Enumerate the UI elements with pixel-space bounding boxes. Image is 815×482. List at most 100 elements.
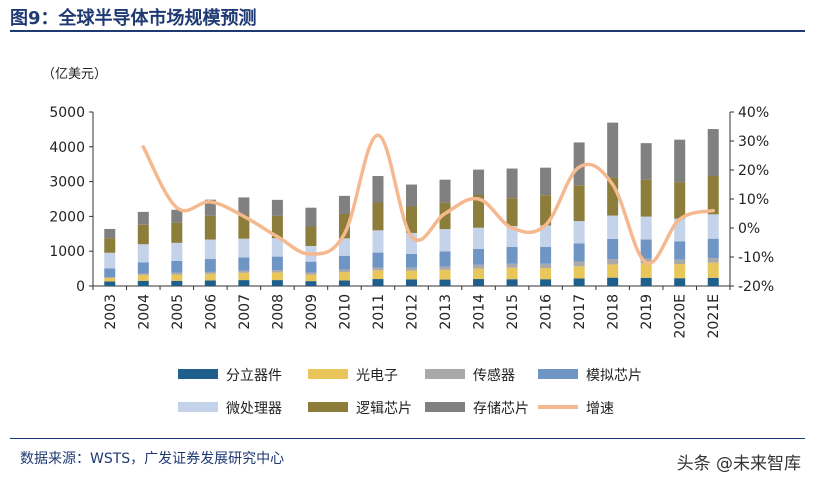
y2-tick-label: 20%: [738, 163, 769, 179]
bar-segment: [406, 253, 417, 268]
bar-segment: [607, 122, 619, 178]
bar-segment: [238, 272, 250, 281]
bar-segment: [573, 278, 585, 286]
bar-segment: [238, 257, 250, 271]
bar-segment: [506, 279, 518, 286]
bar-segment: [238, 238, 250, 258]
x-tick-label: 2014: [472, 294, 488, 330]
y-tick-label: 5000: [49, 105, 85, 121]
bar-segment: [372, 279, 384, 286]
x-tick-label: 2013: [438, 294, 454, 330]
bar-segment: [171, 209, 183, 223]
bar-segment: [540, 225, 552, 248]
bar-segment: [573, 243, 585, 262]
bar-segment: [640, 216, 652, 240]
bar-segment: [439, 251, 451, 267]
bar-segment: [640, 277, 652, 286]
bar-segment: [204, 239, 216, 260]
bar-segment: [338, 269, 350, 273]
bar-segment: [137, 211, 149, 225]
bar-segment: [338, 213, 350, 239]
x-tick-label: 2006: [203, 294, 219, 330]
bar-segment: [338, 280, 350, 286]
legend-label: 传感器: [473, 367, 515, 384]
bar-segment: [573, 142, 585, 186]
bar-segment: [171, 280, 183, 286]
legend-swatch: [425, 369, 465, 379]
bar-segment: [473, 248, 485, 265]
legend-swatch: [538, 369, 578, 379]
x-tick-label: 2016: [539, 294, 555, 330]
bar-segment: [674, 278, 686, 286]
legend-label: 逻辑芯片: [356, 401, 412, 417]
bar-segment: [640, 239, 652, 259]
bar-segment: [271, 280, 283, 286]
bar-segment: [439, 266, 451, 270]
bar-segment: [204, 273, 216, 281]
x-tick-label: 2012: [405, 294, 421, 330]
x-tick-label: 2021E: [706, 294, 722, 338]
bar-segment: [707, 258, 719, 263]
bar-segment: [674, 264, 686, 279]
bar-segment: [674, 259, 686, 265]
bar-segment: [137, 244, 149, 263]
y-tick-label: 1000: [49, 244, 85, 260]
legend-swatch: [425, 402, 465, 412]
bar-segment: [540, 279, 552, 286]
bar-segment: [204, 280, 216, 286]
bar-segment: [372, 267, 384, 271]
x-tick-label: 2003: [103, 294, 119, 330]
bar-segment: [104, 252, 116, 269]
bar-segment: [372, 202, 384, 231]
legend-label: 分立器件: [226, 368, 282, 384]
y2-tick-label: 10%: [738, 192, 769, 208]
bar-segment: [271, 238, 283, 257]
bar-segment: [506, 267, 518, 280]
bar-segment: [439, 269, 451, 280]
y2-tick-label: 40%: [738, 105, 769, 121]
bar-segment: [104, 277, 116, 282]
bar-segment: [137, 224, 149, 245]
bar-segment: [707, 262, 719, 278]
bar-segment: [473, 279, 485, 286]
bar-segment: [204, 259, 216, 272]
bar-segment: [707, 176, 719, 215]
bar-segment: [607, 264, 619, 278]
unit-label: （亿美元）: [42, 67, 107, 82]
bar-segment: [439, 202, 451, 230]
growth-line: [141, 133, 715, 266]
y2-tick-label: -10%: [738, 250, 774, 266]
x-tick-label: 2008: [270, 294, 286, 330]
bar-segment: [473, 194, 485, 228]
bar-segment: [640, 179, 652, 217]
x-tick-label: 2017: [572, 294, 588, 330]
y-tick-label: 4000: [49, 140, 85, 156]
bar-segment: [607, 277, 619, 286]
figure-title: 图9：全球半导体市场规模预测: [10, 8, 257, 29]
bar-segment: [506, 246, 518, 264]
bar-segment: [338, 195, 350, 214]
x-tick-label: 2011: [371, 294, 387, 330]
legend-label: 微处理器: [226, 401, 282, 417]
bar-segment: [506, 168, 518, 199]
bar-segment: [305, 207, 317, 227]
legend-label: 光电子: [356, 368, 398, 384]
bar-segment: [238, 215, 250, 239]
bar-segment: [473, 169, 485, 195]
bar-segment: [238, 197, 250, 216]
bar-segment: [573, 185, 585, 222]
bar-segment: [171, 272, 183, 275]
y2-tick-label: 30%: [738, 134, 769, 150]
bar-segment: [573, 261, 585, 267]
bar-segment: [439, 179, 451, 203]
bar-segment: [104, 277, 116, 278]
bar-segment: [338, 272, 350, 281]
bar-segment: [506, 198, 518, 226]
bar-segment: [305, 261, 317, 273]
bar-segment: [506, 263, 518, 268]
bar-segment: [271, 199, 283, 216]
bar-segment: [338, 238, 350, 256]
bar-segment: [640, 143, 652, 180]
bar-segment: [506, 225, 518, 247]
y-tick-label: 0: [76, 279, 85, 295]
